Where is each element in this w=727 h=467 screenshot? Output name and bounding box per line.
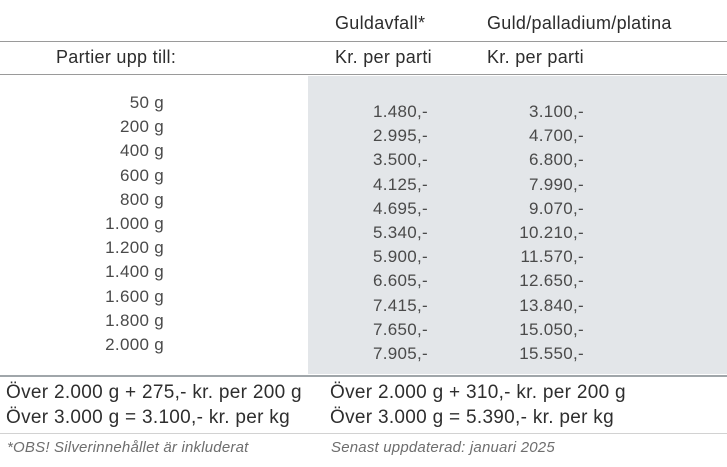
weight-cell: 400 g xyxy=(119,141,164,161)
rule-over-3000-guldavfall: Över 3.000 g = 3.100,- kr. per kg xyxy=(6,406,290,428)
weight-cell: 1.800 g xyxy=(105,310,164,330)
weight-cell: 200 g xyxy=(119,117,164,137)
weight-cell: 1.200 g xyxy=(105,238,164,258)
price-cell-guldavfall: 5.340,- xyxy=(372,223,428,243)
column-title-guld-palladium-platina: Guld/palladium/platina xyxy=(487,13,672,33)
price-cell-guldavfall: 3.500,- xyxy=(372,150,428,170)
divider-footnote xyxy=(0,433,727,434)
divider-subheader xyxy=(0,74,727,75)
subheader-kr-per-parti-guldavfall: Kr. per parti xyxy=(335,47,432,67)
price-cell-guldavfall: 1.480,- xyxy=(372,102,428,121)
price-cell-guldavfall: 4.125,- xyxy=(372,174,428,194)
subheader-kr-per-parti-guld: Kr. per parti xyxy=(487,47,584,67)
weight-cell: 1.000 g xyxy=(105,214,164,234)
price-cell-guld: 10.210,- xyxy=(519,223,584,243)
price-cell-guldavfall: 2.995,- xyxy=(372,126,428,146)
divider-header-top xyxy=(0,41,727,42)
price-cell-guldavfall: 7.905,- xyxy=(372,344,428,364)
price-cell-guld: 15.550,- xyxy=(519,344,584,364)
price-cell-guld: 13.840,- xyxy=(519,295,584,315)
weight-cell: 800 g xyxy=(119,189,164,209)
weight-cell: 1.600 g xyxy=(105,286,164,306)
price-cell-guldavfall: 7.650,- xyxy=(372,319,428,339)
price-panel-background xyxy=(308,76,727,374)
weight-cell: 50 g xyxy=(129,93,164,112)
price-cell-guld: 15.050,- xyxy=(519,319,584,339)
weight-cell: 1.400 g xyxy=(105,262,164,282)
footnote-last-updated: Senast uppdaterad: januari 2025 xyxy=(331,439,555,456)
rule-over-3000-guld: Över 3.000 g = 5.390,- kr. per kg xyxy=(330,406,614,428)
weight-cell: 600 g xyxy=(119,165,164,185)
weight-column: 50 g 200 g 400 g 600 g 800 g 1.000 g 1.2… xyxy=(0,91,164,357)
weight-cell: 2.000 g xyxy=(105,335,164,355)
price-cell-guldavfall: 4.695,- xyxy=(372,198,428,218)
price-cell-guld: 3.100,- xyxy=(528,102,584,121)
price-cell-guld: 7.990,- xyxy=(528,174,584,194)
guldavfall-price-column: 1.480,- 2.995,- 3.500,- 4.125,- 4.695,- … xyxy=(308,100,428,366)
price-cell-guld: 9.070,- xyxy=(528,198,584,218)
row-label-header: Partier upp till: xyxy=(56,47,177,67)
guld-palladium-platina-price-column: 3.100,- 4.700,- 6.800,- 7.990,- 9.070,- … xyxy=(464,100,584,366)
price-cell-guld: 11.570,- xyxy=(520,247,584,267)
column-title-guldavfall: Guldavfall* xyxy=(335,13,426,33)
price-cell-guld: 4.700,- xyxy=(528,126,584,146)
rule-over-2000-guld: Över 2.000 g + 310,- kr. per 200 g xyxy=(330,382,626,403)
rule-over-2000-guldavfall: Över 2.000 g + 275,- kr. per 200 g xyxy=(6,382,302,403)
price-cell-guldavfall: 7.415,- xyxy=(372,295,428,315)
footnote-silver-included: *OBS! Silverinnehållet är inkluderat xyxy=(7,439,249,456)
price-cell-guld: 12.650,- xyxy=(519,271,584,291)
price-cell-guldavfall: 6.605,- xyxy=(372,271,428,291)
footer-rules-guldavfall: Över 2.000 g + 275,- kr. per 200 g Över … xyxy=(6,381,302,430)
price-cell-guldavfall: 5.900,- xyxy=(372,247,428,267)
divider-body-bottom xyxy=(0,375,727,377)
price-cell-guld: 6.800,- xyxy=(528,150,584,170)
footer-rules-guld: Över 2.000 g + 310,- kr. per 200 g Över … xyxy=(330,381,626,430)
